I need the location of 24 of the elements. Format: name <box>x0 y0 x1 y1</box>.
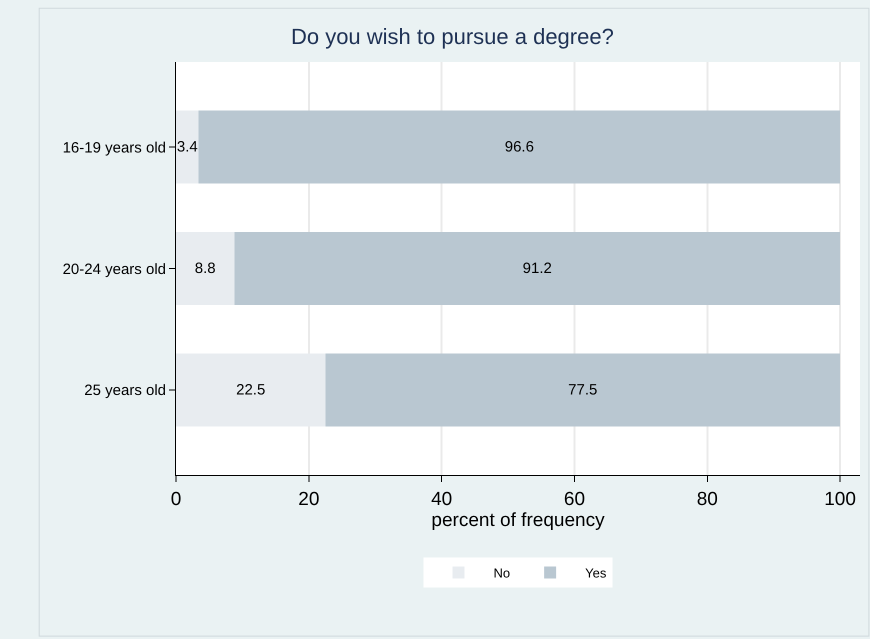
y-tick-label: 16-19 years old <box>62 139 166 156</box>
legend-label: Yes <box>585 566 607 581</box>
x-tick-label: 0 <box>170 488 182 510</box>
y-tick-label: 25 years old <box>84 382 166 400</box>
bar <box>176 110 199 184</box>
data-label: 77.5 <box>568 381 598 398</box>
legend-label: No <box>494 566 510 581</box>
y-tick-label: 20-24 years old <box>62 260 166 278</box>
data-label: 22.5 <box>236 381 266 398</box>
x-tick-label: 60 <box>564 488 586 510</box>
x-axis-title: percent of frequency <box>431 510 606 531</box>
x-tick-label: 20 <box>298 488 320 510</box>
data-label: 3.4 <box>176 138 198 156</box>
data-label: 91.2 <box>522 260 552 277</box>
bar <box>234 232 840 305</box>
bar <box>176 232 234 305</box>
bar <box>325 354 840 426</box>
x-tick-label: 100 <box>824 488 856 510</box>
x-tick-label: 80 <box>696 488 718 510</box>
chart-title: Do you wish to pursue a degree? <box>290 24 614 50</box>
data-label: 8.8 <box>194 260 216 277</box>
x-tick-label: 40 <box>431 488 452 510</box>
data-label: 96.6 <box>504 138 534 156</box>
bar <box>198 110 840 184</box>
